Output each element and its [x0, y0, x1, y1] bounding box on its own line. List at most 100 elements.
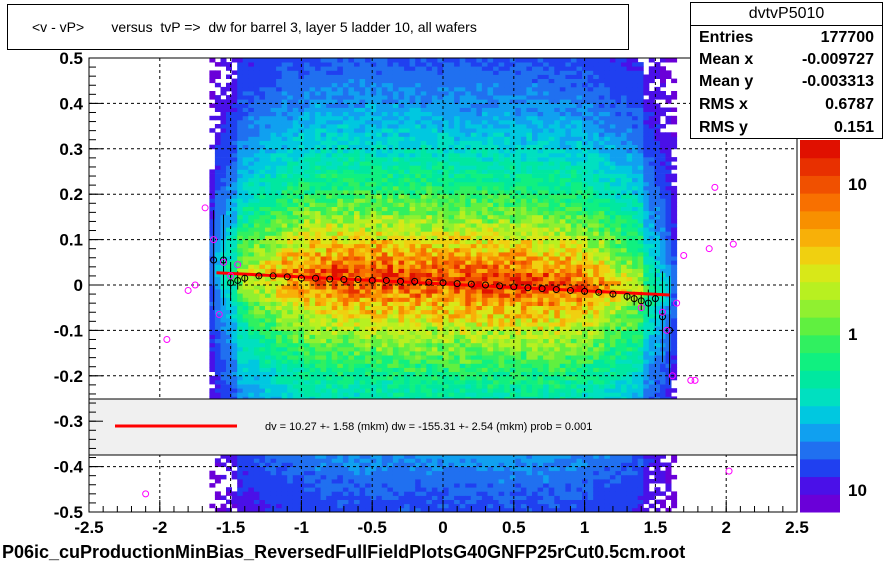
heat-cell	[437, 99, 444, 104]
heat-cell	[398, 363, 405, 368]
heat-cell	[292, 219, 299, 224]
heat-cell	[337, 82, 344, 88]
heat-cell	[426, 264, 433, 269]
heat-cell	[376, 206, 383, 212]
heat-cell	[337, 264, 344, 269]
heat-cell	[365, 136, 372, 141]
heat-cell	[431, 161, 438, 166]
heat-cell	[387, 227, 394, 232]
heat-cell	[214, 491, 221, 496]
heat-cell	[281, 462, 288, 467]
heat-cell	[426, 495, 433, 500]
heat-cell	[270, 351, 277, 356]
heat-cell	[326, 470, 333, 476]
heat-cell	[448, 375, 455, 381]
heat-cell	[315, 78, 322, 84]
heat-cell	[387, 157, 394, 162]
heat-cell	[337, 491, 344, 496]
heat-cell	[454, 103, 461, 108]
heat-cell	[226, 136, 232, 141]
heat-cell	[309, 338, 316, 344]
heat-cell	[248, 169, 255, 174]
heat-cell	[331, 375, 338, 381]
heat-cell	[214, 95, 221, 100]
heat-cell	[431, 260, 438, 265]
heat-cell	[276, 462, 283, 467]
heat-cell	[287, 322, 294, 327]
heat-cell	[270, 214, 277, 220]
heat-cell	[426, 499, 433, 505]
heat-cell	[320, 62, 327, 67]
heat-cell	[303, 62, 310, 67]
heat-cell	[392, 140, 399, 145]
heat-cell	[276, 239, 283, 245]
heat-cell	[409, 144, 416, 150]
heat-cell	[292, 62, 299, 67]
heat-cell	[404, 499, 411, 505]
heat-cell	[253, 214, 260, 220]
heat-cell	[281, 152, 288, 158]
heat-cell	[331, 115, 338, 121]
heat-cell	[309, 491, 316, 496]
heat-cell	[248, 388, 255, 393]
heat-cell	[415, 111, 422, 117]
heat-cell	[214, 351, 221, 356]
heat-cell	[259, 313, 266, 319]
heat-cell	[298, 132, 305, 137]
heat-cell	[309, 111, 316, 117]
heat-cell	[370, 392, 377, 397]
heat-cell	[404, 264, 411, 269]
heat-cell	[359, 313, 366, 319]
heat-cell	[431, 367, 438, 372]
heat-cell	[443, 74, 449, 79]
heat-cell	[309, 132, 316, 137]
heat-cell	[426, 330, 433, 335]
heat-cell	[381, 454, 388, 459]
heat-cell	[309, 346, 316, 352]
heat-cell	[242, 82, 249, 88]
heat-cell	[448, 78, 455, 84]
heat-cell	[320, 119, 327, 125]
heat-cell	[309, 483, 316, 488]
heat-cell	[326, 342, 333, 348]
heat-cell	[342, 260, 349, 265]
heat-cell	[237, 289, 244, 294]
heat-cell	[342, 219, 349, 224]
heat-cell	[359, 124, 366, 129]
heat-cell	[320, 194, 327, 199]
heat-cell	[292, 214, 299, 220]
heat-cell	[315, 309, 322, 315]
heat-cell	[320, 289, 327, 294]
heat-cell	[331, 74, 338, 79]
heat-cell	[292, 499, 299, 505]
heat-cell	[459, 371, 466, 377]
heat-cell	[459, 185, 466, 191]
heat-cell	[315, 371, 322, 377]
heat-cell	[448, 470, 455, 476]
heat-cell	[292, 185, 299, 191]
heat-cell	[303, 111, 310, 117]
heat-cell	[443, 384, 449, 389]
heat-cell	[370, 214, 377, 220]
heat-cell	[276, 458, 283, 463]
heat-cell	[454, 231, 461, 236]
heat-cell	[376, 260, 383, 265]
heat-cell	[214, 458, 221, 463]
heat-cell	[381, 392, 388, 397]
heat-cell	[426, 305, 433, 311]
heat-cell	[426, 152, 433, 158]
heat-cell	[431, 388, 438, 393]
heat-cell	[220, 161, 227, 166]
heat-cell	[420, 82, 427, 88]
heat-cell	[281, 359, 288, 364]
heat-cell	[409, 359, 416, 364]
heat-cell	[431, 231, 438, 236]
heat-cell	[292, 342, 299, 348]
heat-cell	[392, 491, 399, 496]
heat-cell	[448, 384, 455, 389]
heat-cell	[454, 107, 461, 112]
heat-cell	[454, 392, 461, 397]
heat-cell	[342, 289, 349, 294]
heat-cell	[248, 194, 255, 199]
heat-cell	[342, 322, 349, 327]
